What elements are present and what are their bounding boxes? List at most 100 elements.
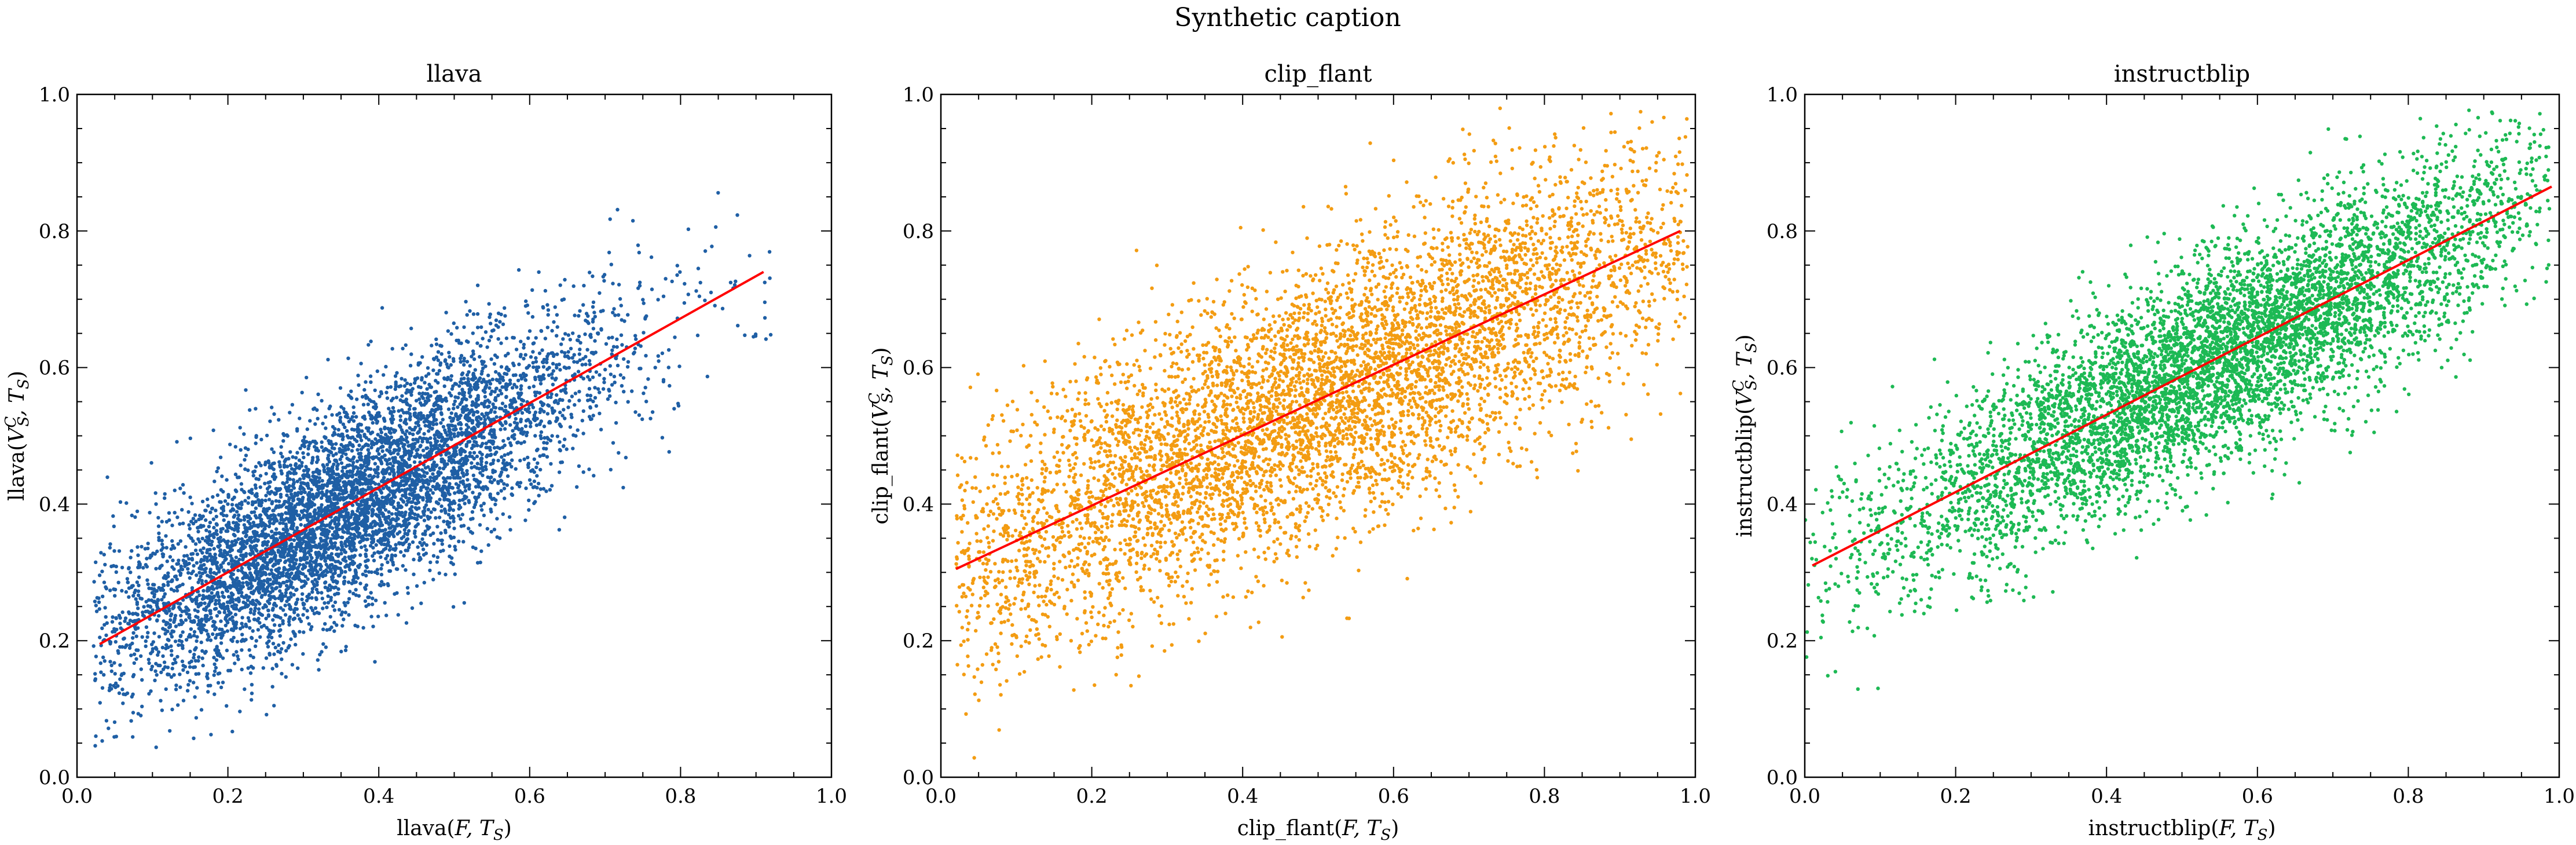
- data-point: [380, 449, 384, 453]
- data-point: [453, 460, 457, 464]
- data-point: [479, 462, 483, 467]
- data-point: [339, 548, 343, 552]
- data-point: [254, 486, 258, 490]
- data-point: [178, 539, 183, 543]
- data-point: [550, 376, 554, 380]
- data-point: [545, 357, 549, 361]
- data-point: [292, 592, 296, 597]
- data-point: [354, 478, 358, 482]
- data-point: [183, 609, 187, 613]
- data-point: [197, 570, 201, 575]
- data-point: [510, 486, 514, 490]
- data-point: [234, 521, 239, 525]
- data-point: [248, 626, 252, 630]
- data-point: [246, 468, 250, 473]
- data-point: [609, 372, 613, 376]
- data-point: [420, 440, 424, 444]
- data-point: [609, 262, 614, 266]
- data-point: [526, 311, 530, 315]
- data-point: [551, 361, 555, 366]
- data-point: [208, 638, 213, 642]
- data-point: [475, 561, 480, 565]
- data-point: [427, 372, 431, 376]
- data-point: [116, 580, 120, 584]
- data-point: [422, 518, 427, 522]
- data-point: [303, 490, 307, 495]
- data-point: [498, 536, 502, 540]
- data-point: [266, 613, 271, 617]
- data-point: [422, 403, 426, 407]
- data-point: [667, 450, 671, 454]
- data-point: [176, 542, 180, 546]
- data-point: [208, 521, 212, 525]
- data-point: [512, 420, 517, 425]
- data-point: [103, 606, 107, 610]
- data-point: [435, 560, 439, 564]
- data-point: [285, 572, 290, 576]
- data-point: [164, 576, 168, 580]
- data-point: [637, 413, 642, 417]
- data-point: [431, 368, 435, 372]
- data-point: [287, 620, 291, 624]
- data-point: [263, 536, 268, 540]
- data-point: [384, 557, 388, 561]
- data-point: [284, 530, 288, 534]
- data-point: [435, 433, 439, 437]
- data-point: [287, 549, 291, 554]
- data-point: [421, 448, 426, 452]
- data-point: [591, 327, 596, 331]
- data-point: [362, 433, 367, 437]
- data-point: [518, 481, 523, 485]
- data-point: [505, 474, 510, 478]
- data-point: [323, 549, 327, 553]
- data-point: [272, 580, 276, 584]
- data-point: [258, 569, 262, 573]
- data-point: [321, 539, 325, 543]
- data-point: [419, 411, 423, 415]
- data-point: [368, 374, 373, 378]
- data-point: [516, 378, 521, 383]
- data-point: [279, 616, 283, 620]
- data-point: [538, 467, 543, 472]
- data-point: [222, 568, 226, 572]
- data-point: [91, 644, 96, 648]
- data-point: [581, 357, 585, 361]
- data-point: [247, 565, 251, 569]
- data-point: [170, 707, 174, 712]
- data-point: [234, 650, 239, 654]
- data-point: [555, 334, 559, 338]
- data-point: [285, 477, 290, 481]
- data-point: [494, 318, 499, 323]
- data-point: [359, 438, 364, 442]
- data-point: [237, 598, 241, 602]
- data-point: [549, 392, 554, 396]
- data-point: [391, 406, 395, 410]
- data-point: [170, 635, 174, 639]
- data-point: [525, 433, 529, 438]
- data-point: [252, 612, 256, 616]
- data-point: [547, 373, 551, 378]
- data-point: [104, 587, 108, 591]
- data-point: [302, 455, 306, 460]
- data-point: [398, 384, 403, 388]
- data-point: [448, 455, 452, 459]
- data-point: [221, 681, 225, 685]
- data-point: [584, 354, 588, 359]
- data-point: [204, 605, 208, 609]
- data-point: [534, 336, 538, 340]
- data-point: [529, 482, 533, 486]
- data-point: [230, 729, 234, 734]
- data-point: [203, 601, 207, 605]
- data-point: [268, 521, 272, 525]
- data-point: [425, 499, 429, 503]
- data-point: [244, 623, 248, 627]
- data-point: [291, 455, 295, 459]
- data-point: [240, 621, 244, 625]
- data-point: [238, 426, 242, 430]
- data-point: [200, 581, 204, 586]
- data-point: [555, 325, 559, 329]
- data-point: [457, 384, 461, 388]
- data-point: [508, 423, 512, 427]
- data-point: [455, 325, 459, 330]
- data-point: [284, 588, 288, 592]
